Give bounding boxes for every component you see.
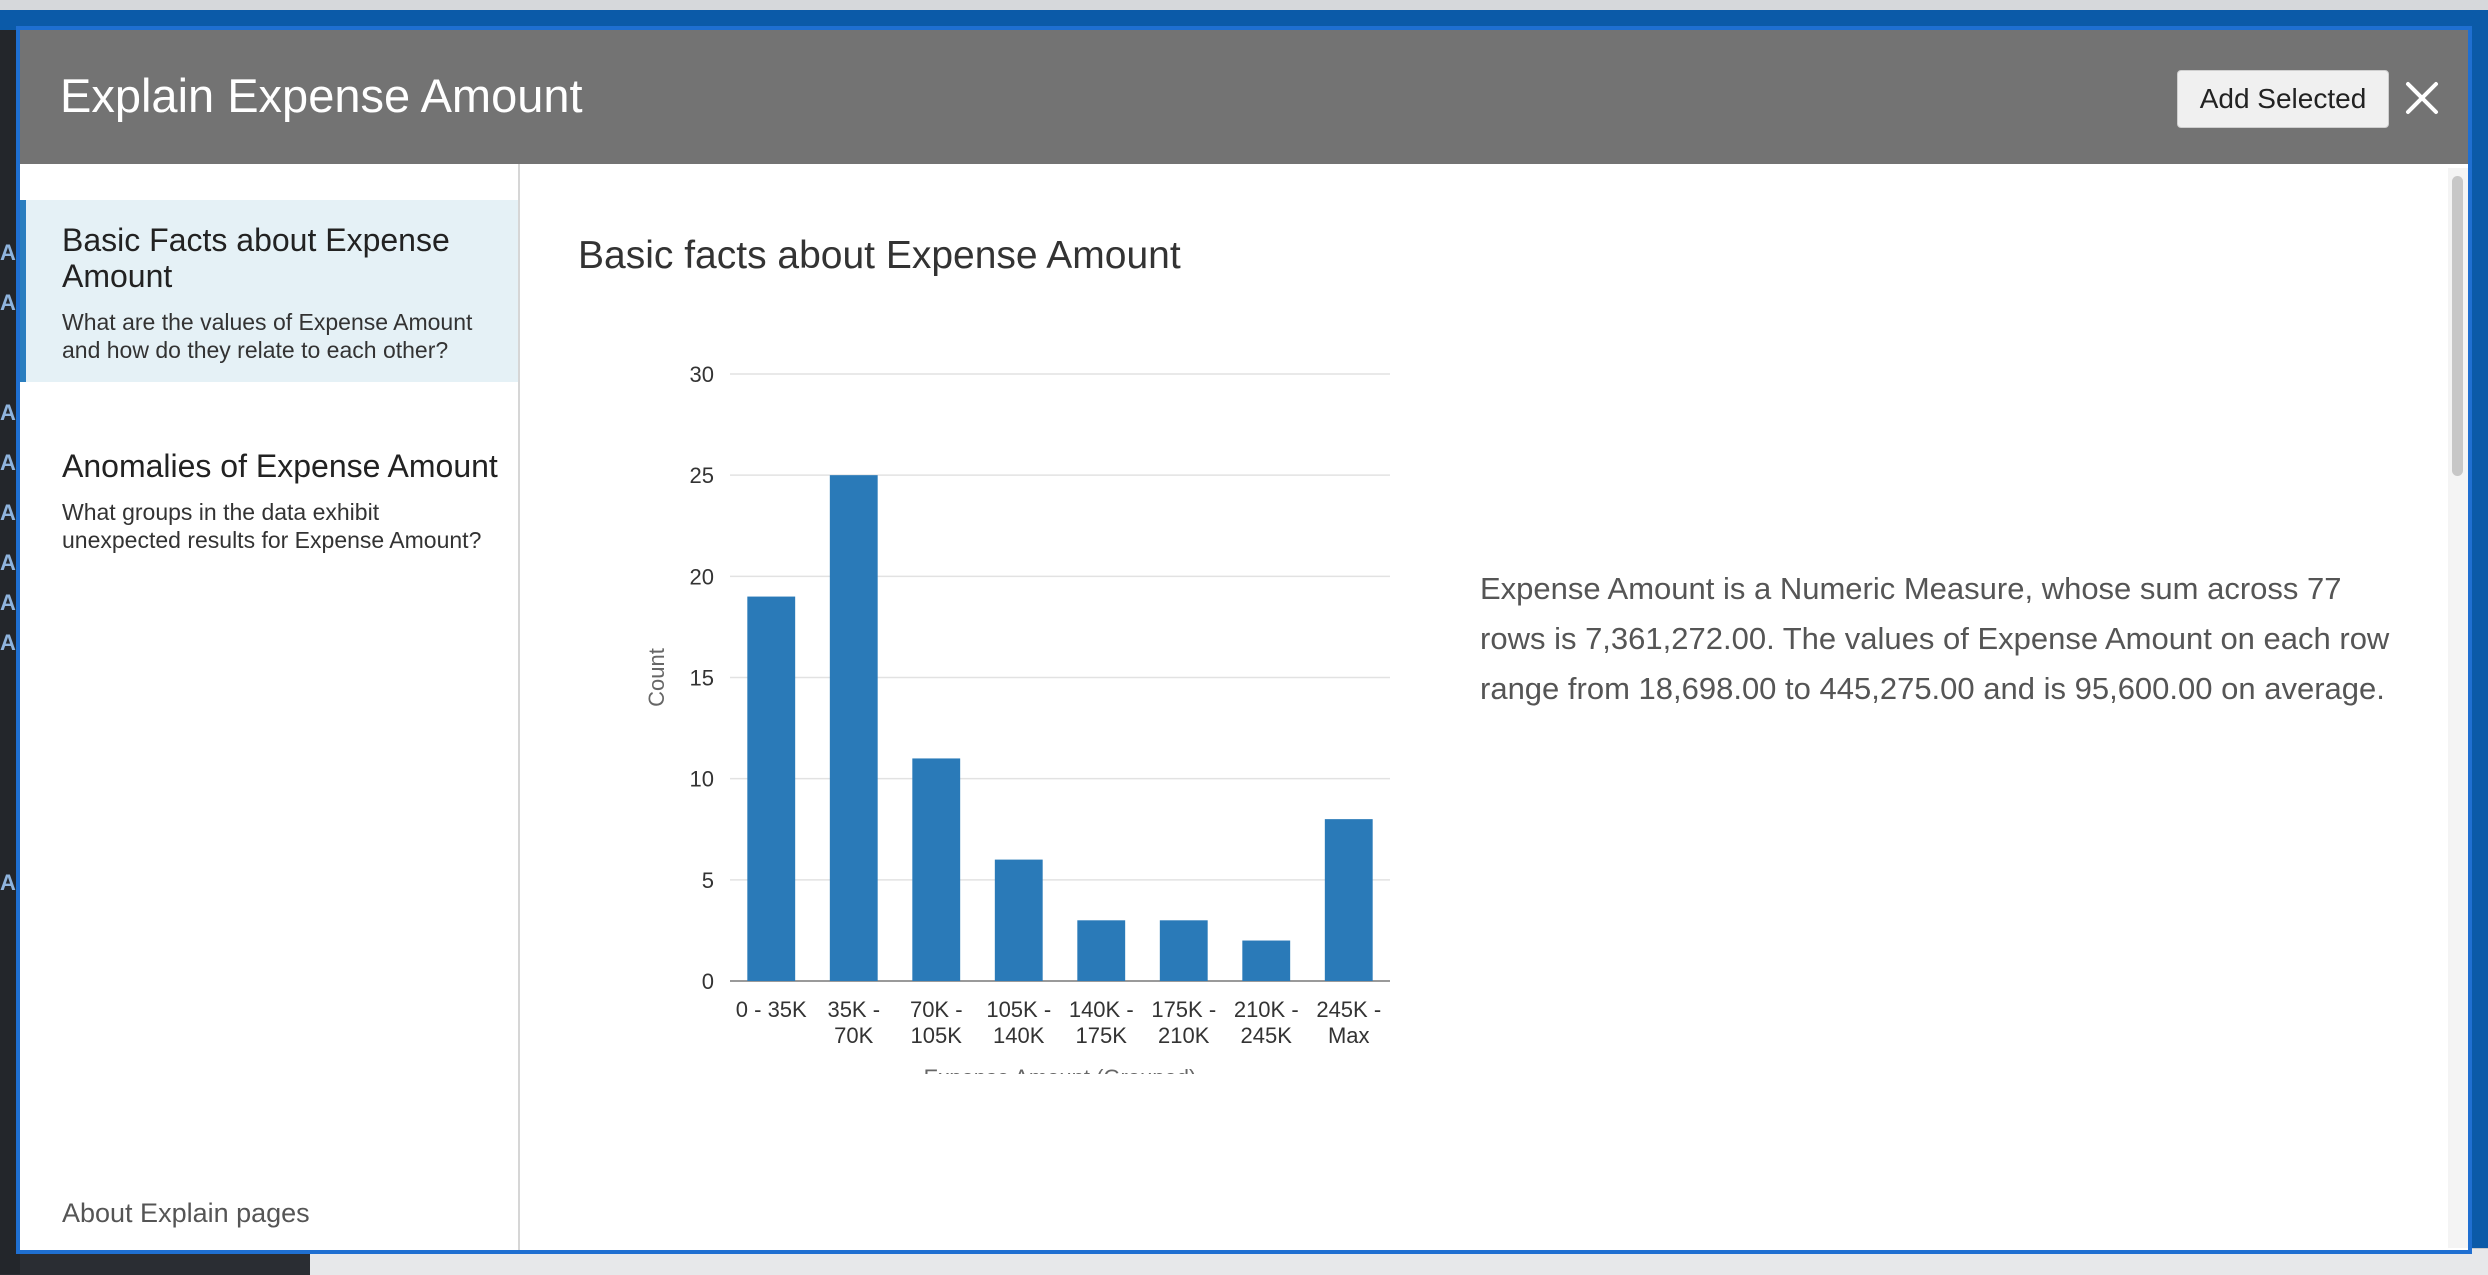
sidebar-item-anomalies[interactable]: Anomalies of Expense Amount What groups …	[20, 426, 518, 572]
explain-content: Basic facts about Expense Amount 0 5 10 15 2…	[520, 164, 2450, 1250]
x-tick-label: 245K -Max	[1316, 997, 1381, 1048]
sidebar-item-description: What groups in the data exhibit unexpect…	[62, 499, 482, 553]
sidebar-item-description: What are the values of Expense Amount an…	[62, 309, 473, 363]
close-icon[interactable]	[2402, 78, 2442, 118]
y-tick-label: 20	[690, 564, 714, 589]
x-axis-title: Expense Amount (Grouped)	[924, 1065, 1197, 1074]
explain-dialog: Explain Expense Amount Add Selected Basi…	[16, 26, 2472, 1254]
x-tick-label: 140K -175K	[1069, 997, 1134, 1048]
y-tick-label: 15	[690, 666, 714, 691]
dialog-title: Explain Expense Amount	[60, 69, 583, 122]
add-selected-button[interactable]: Add Selected	[2177, 70, 2389, 128]
y-tick-label: 25	[690, 463, 714, 488]
dialog-header: Explain Expense Amount Add Selected	[20, 30, 2468, 164]
y-axis-title: Count	[644, 648, 669, 707]
y-tick-label: 0	[702, 969, 714, 994]
bar	[994, 859, 1043, 981]
scrollbar-thumb[interactable]	[2452, 176, 2463, 476]
y-tick-label: 10	[690, 767, 714, 792]
bar	[1242, 940, 1291, 981]
explain-sidebar: Basic Facts about Expense Amount What ar…	[20, 164, 520, 1250]
bar	[912, 758, 961, 981]
y-tick-label: 5	[702, 868, 714, 893]
x-tick-label: 210K -245K	[1234, 997, 1299, 1048]
x-tick-label: 35K -70K	[827, 997, 880, 1048]
bar	[829, 475, 878, 981]
sidebar-item-title: Anomalies of Expense Amount	[62, 448, 498, 484]
bar	[1324, 819, 1373, 981]
summary-text: Expense Amount is a Numeric Measure, who…	[1480, 571, 2390, 706]
bar	[747, 596, 796, 981]
background-app-left-rail: A A A A A A A A A	[0, 30, 20, 1274]
expense-histogram-chart: 0 5 10 15 20 25 30 0 - 35K 35K -70K 70K -105K 105K…	[644, 362, 1390, 1074]
x-tick-label: 105K -140K	[986, 997, 1051, 1048]
sidebar-item-basic-facts[interactable]: Basic Facts about Expense Amount What ar…	[20, 200, 518, 382]
sidebar-item-title: Basic Facts about Expense Amount	[62, 222, 450, 294]
background-app-right-edge	[2470, 30, 2488, 1274]
bar	[1159, 920, 1208, 981]
bar	[1077, 920, 1126, 981]
x-tick-label: 0 - 35K	[736, 997, 807, 1022]
about-explain-link[interactable]: About Explain pages	[62, 1198, 310, 1228]
x-tick-label: 175K -210K	[1151, 997, 1216, 1048]
content-scrollbar[interactable]	[2448, 168, 2468, 1248]
y-tick-label: 30	[690, 362, 714, 387]
x-tick-label: 70K -105K	[910, 997, 963, 1048]
content-title: Basic facts about Expense Amount	[578, 234, 1181, 277]
